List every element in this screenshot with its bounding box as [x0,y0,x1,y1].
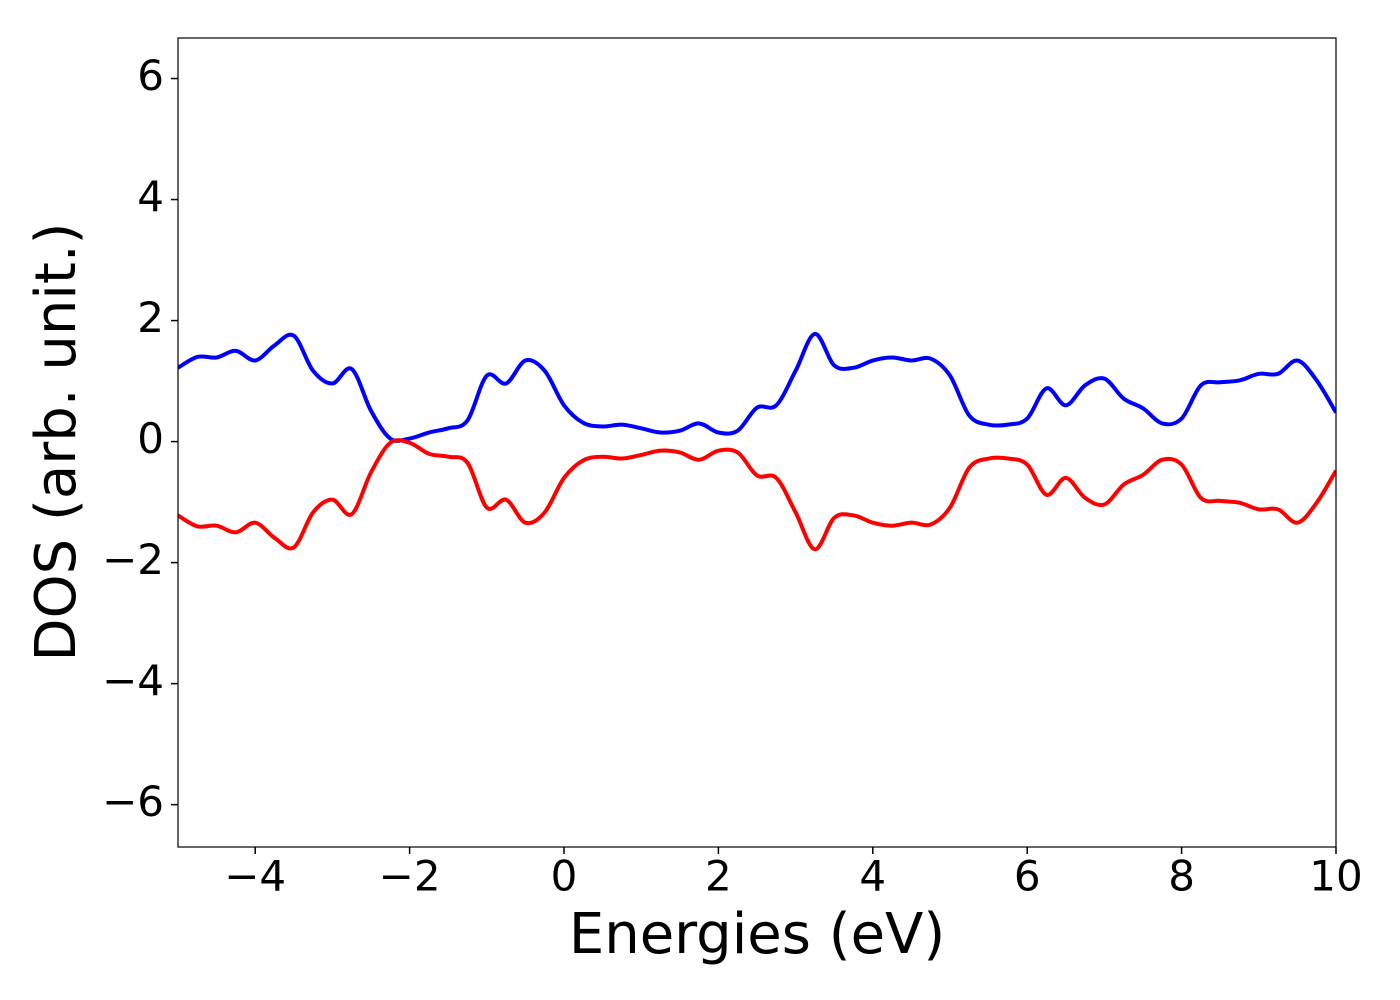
dos-line [178,438,1336,552]
x-tick-label: 0 [551,852,578,901]
x-tick-label: 10 [1309,852,1362,901]
y-tick-label: 4 [137,172,164,221]
y-tick-label: −6 [102,777,164,826]
y-axis-label: DOS (arb. unit.) [24,222,89,661]
plot-frame [177,37,1337,848]
y-tick-label: 6 [137,51,164,100]
x-tick-label: 8 [1168,852,1195,901]
x-tick-label: 4 [859,852,886,901]
y-tick-label: 2 [137,293,164,342]
x-tick-label: 6 [1014,852,1041,901]
x-tick-label: −2 [379,852,441,901]
dos-line [178,331,1336,443]
y-tick-label: −2 [102,535,164,584]
y-tick-label: 0 [137,414,164,463]
x-tick-label: −4 [224,852,286,901]
x-tick-label: 2 [705,852,732,901]
y-tick-label: −4 [102,656,164,705]
x-axis-label: Energies (eV) [569,902,945,967]
